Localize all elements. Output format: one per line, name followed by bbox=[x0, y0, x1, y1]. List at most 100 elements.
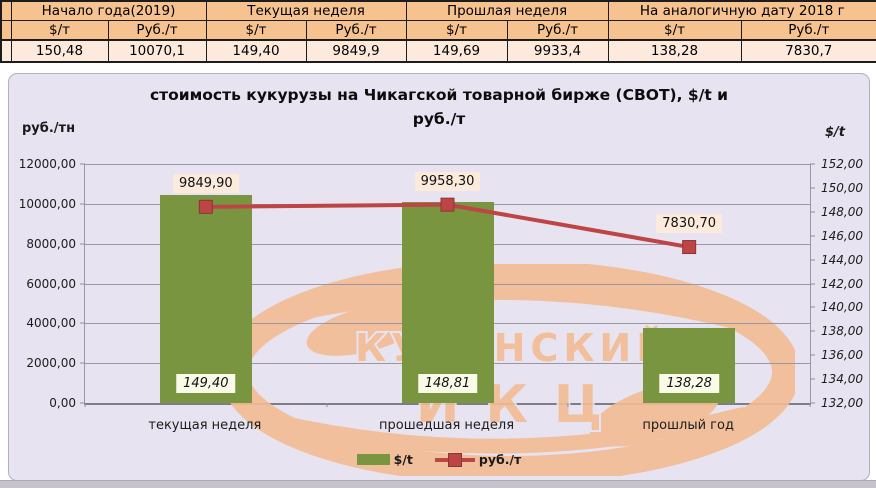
line-value-label: 9958,30 bbox=[414, 171, 481, 191]
y-axis-tick-mark-right bbox=[810, 235, 815, 237]
chart-title: стоимость кукурузы на Чикагской товарной… bbox=[139, 83, 739, 131]
subheader-rub[interactable]: Руб./т bbox=[107, 20, 207, 41]
y-axis-tick-label-right: 140,00 bbox=[821, 300, 863, 315]
value-usd-last-week[interactable]: 149,69 bbox=[405, 39, 508, 63]
y-axis-tick-label-right: 142,00 bbox=[821, 276, 863, 291]
y-axis-tick-label-right: 138,00 bbox=[821, 324, 863, 339]
x-axis-tick-mark bbox=[326, 403, 328, 407]
table-values-row: 150,48 10070,1 149,40 9849,9 149,69 9933… bbox=[0, 39, 876, 63]
value-rub-current-week[interactable]: 9849,9 bbox=[305, 39, 407, 63]
y-axis-tick-mark-left bbox=[80, 243, 85, 245]
y-axis-tick-mark-right bbox=[810, 330, 815, 332]
table-stub-cell[interactable] bbox=[0, 20, 12, 41]
x-axis-tick-mark bbox=[567, 403, 569, 407]
legend-bar-swatch bbox=[356, 454, 390, 465]
y-axis-tick-mark-right bbox=[810, 306, 815, 308]
category-label: прошлый год bbox=[642, 418, 734, 433]
y-axis-tick-mark-right bbox=[810, 378, 815, 380]
y-axis-tick-label-left: 0,00 bbox=[49, 396, 76, 410]
group-header-start-of-year[interactable]: Начало года(2019) bbox=[10, 0, 207, 21]
value-usd-current-week[interactable]: 149,40 bbox=[205, 39, 307, 63]
y-axis-tick-label-left: 8000,00 bbox=[26, 236, 76, 251]
value-rub-2018[interactable]: 7830,7 bbox=[740, 39, 876, 63]
y-axis-tick-mark-right bbox=[810, 283, 815, 284]
y-axis-tick-label-left: 12000,00 bbox=[18, 157, 76, 171]
legend-line-sample bbox=[434, 452, 475, 467]
subheader-rub[interactable]: Руб./т bbox=[740, 20, 876, 41]
y-axis-tick-mark-left bbox=[80, 203, 85, 205]
group-header-current-week[interactable]: Текущая неделя bbox=[205, 0, 407, 21]
y-axis-tick-label-left: 6000,00 bbox=[26, 276, 76, 291]
y-axis-tick-mark-right bbox=[810, 211, 815, 213]
table-subheader-row: $/т Руб./т $/т Руб./т $/т Руб./т $/т Руб… bbox=[0, 20, 876, 41]
subheader-rub[interactable]: Руб./т bbox=[305, 20, 407, 41]
y-axis-tick-mark-left bbox=[80, 283, 85, 284]
bar-value-label: 148,81 bbox=[417, 374, 478, 393]
watermark-text-line2: ИКЦ bbox=[416, 375, 628, 435]
y-axis-tick-mark-right bbox=[810, 354, 815, 356]
value-usd-start-of-year[interactable]: 150,48 bbox=[10, 39, 109, 63]
table-group-header-row: Начало года(2019) Текущая неделя Прошлая… bbox=[0, 0, 876, 21]
group-header-last-week[interactable]: Прошлая неделя bbox=[405, 0, 609, 21]
table-stub-cell[interactable] bbox=[0, 0, 12, 21]
bottom-sheet-strip bbox=[0, 480, 876, 488]
legend-item-bar: $/t bbox=[356, 452, 413, 467]
watermark-logo: КУБАНСКИЙ ИКЦ bbox=[225, 264, 795, 476]
line-point-marker bbox=[198, 199, 213, 214]
value-rub-start-of-year[interactable]: 10070,1 bbox=[107, 39, 207, 63]
line-value-label: 7830,70 bbox=[656, 214, 723, 234]
category-label: прошедшая неделя bbox=[379, 418, 515, 433]
y-axis-tick-label-right: 150,00 bbox=[821, 180, 863, 195]
y-axis-tick-mark-right bbox=[810, 259, 815, 261]
subheader-usd[interactable]: $/т bbox=[10, 20, 109, 41]
legend: $/t руб./т bbox=[9, 452, 869, 467]
y-axis-tick-label-right: 152,00 bbox=[821, 157, 863, 171]
y-axis-tick-label-right: 148,00 bbox=[821, 204, 863, 219]
subheader-rub[interactable]: Руб./т bbox=[506, 20, 609, 41]
y-axis-tick-label-right: 146,00 bbox=[821, 228, 863, 243]
subheader-usd[interactable]: $/т bbox=[205, 20, 307, 41]
value-rub-last-week[interactable]: 9933,4 bbox=[506, 39, 609, 63]
category-label: текущая неделя bbox=[148, 418, 262, 433]
y-axis-tick-mark-left bbox=[80, 362, 85, 364]
x-axis-tick-mark bbox=[84, 403, 86, 407]
y-axis-tick-label-right: 144,00 bbox=[821, 252, 863, 267]
chart-title-line2: руб./т bbox=[412, 110, 466, 128]
bar bbox=[401, 202, 494, 403]
line-series bbox=[198, 197, 697, 255]
y-axis-tick-label-left: 2000,00 bbox=[26, 356, 76, 371]
y-axis-tick-label-left: 4000,00 bbox=[26, 316, 76, 331]
bar bbox=[159, 195, 252, 403]
x-axis-tick-mark bbox=[809, 403, 811, 407]
y-axis-tick-mark-left bbox=[80, 163, 85, 165]
subheader-usd[interactable]: $/т bbox=[607, 20, 742, 41]
plot-area: КУБАНСКИЙ ИКЦ 12000,00 10000,00 8000,00 600… bbox=[19, 157, 863, 476]
y-axis-tick-mark-left bbox=[80, 402, 85, 404]
y-axis-tick-label-left: 10000,00 bbox=[18, 196, 76, 211]
y-axis-tick-mark-left bbox=[80, 322, 85, 324]
price-summary-table: Начало года(2019) Текущая неделя Прошлая… bbox=[0, 0, 876, 63]
y-axis-tick-label-right: 134,00 bbox=[821, 372, 863, 387]
bar-value-label: 138,28 bbox=[659, 374, 719, 393]
gridline bbox=[85, 164, 810, 165]
left-axis-title: руб./тн bbox=[22, 121, 76, 136]
right-axis-title: $/t bbox=[824, 125, 845, 140]
value-usd-2018[interactable]: 138,28 bbox=[607, 39, 742, 63]
corn-price-chart[interactable]: стоимость кукурузы на Чикагской товарной… bbox=[8, 73, 870, 481]
group-header-same-date-2018[interactable]: На аналогичную дату 2018 г bbox=[607, 0, 876, 21]
y-axis-tick-mark-right bbox=[810, 163, 815, 165]
y-axis-tick-mark-right bbox=[810, 402, 815, 404]
line-point-marker bbox=[440, 197, 455, 212]
y-axis-tick-label-right: 136,00 bbox=[821, 348, 863, 363]
legend-line-marker bbox=[447, 452, 462, 467]
line-value-label: 9849,90 bbox=[172, 173, 239, 193]
table-stub-cell[interactable] bbox=[0, 39, 12, 63]
y-axis-tick-label-right: 132,00 bbox=[821, 396, 863, 410]
bar-value-label: 149,40 bbox=[176, 374, 236, 393]
y-axis-tick-mark-right bbox=[810, 187, 815, 189]
legend-bar-label: $/t bbox=[393, 452, 413, 467]
legend-item-line: руб./т bbox=[434, 452, 521, 467]
subheader-usd[interactable]: $/т bbox=[405, 20, 508, 41]
chart-title-line1: стоимость кукурузы на Чикагской товарной… bbox=[149, 86, 729, 104]
